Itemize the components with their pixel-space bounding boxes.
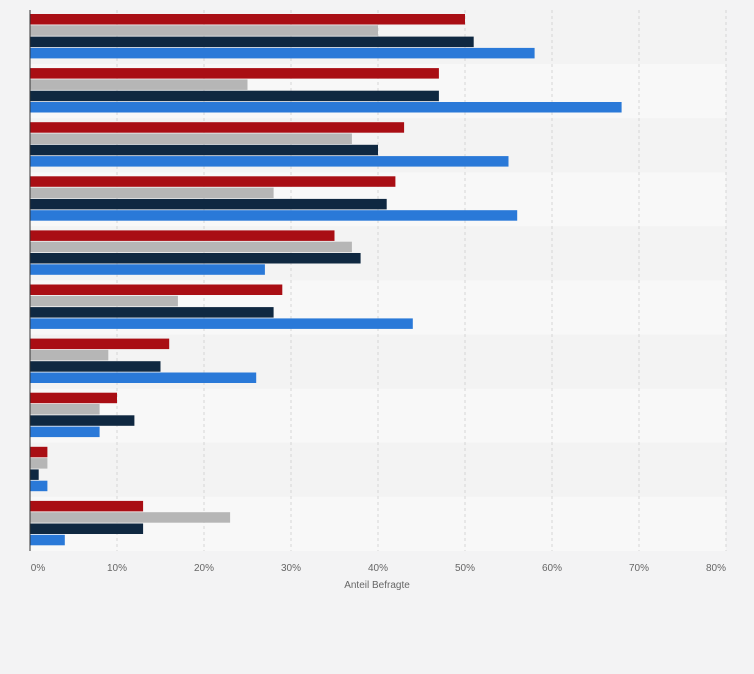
bar xyxy=(30,79,248,90)
bar xyxy=(30,284,283,295)
bar xyxy=(30,102,622,113)
x-tick-label: 50% xyxy=(455,563,475,574)
bar xyxy=(30,426,100,438)
bar xyxy=(30,392,117,404)
bar xyxy=(30,25,378,36)
bar xyxy=(30,210,518,221)
bar xyxy=(30,295,178,307)
x-tick-label: 30% xyxy=(281,563,301,574)
x-tick-label: 70% xyxy=(629,563,649,574)
bar xyxy=(30,318,413,329)
x-tick-label: 80% xyxy=(706,563,726,574)
bar xyxy=(30,349,109,361)
bar xyxy=(30,404,100,415)
bar xyxy=(30,480,48,492)
bar xyxy=(30,144,378,156)
bar xyxy=(30,307,274,318)
bar xyxy=(30,198,387,210)
bar xyxy=(30,230,335,241)
bar xyxy=(30,446,48,458)
bar xyxy=(30,187,274,199)
bar xyxy=(30,415,135,426)
x-axis-title: Anteil Befragte xyxy=(344,580,410,591)
bar xyxy=(30,458,48,469)
x-tick-label: 60% xyxy=(542,563,562,574)
row-band xyxy=(30,442,726,497)
row-band xyxy=(30,496,726,551)
bar xyxy=(30,122,405,133)
x-tick-label: 0% xyxy=(31,563,46,574)
bar xyxy=(30,372,257,383)
bar xyxy=(30,534,65,546)
bar xyxy=(30,469,39,480)
bar xyxy=(30,90,439,102)
bar xyxy=(30,176,396,187)
x-tick-label: 10% xyxy=(107,563,127,574)
bar xyxy=(30,14,465,25)
bar xyxy=(30,361,161,372)
bar xyxy=(30,36,474,48)
bar xyxy=(30,47,535,59)
bar xyxy=(30,156,509,167)
bar xyxy=(30,264,265,275)
bar xyxy=(30,338,170,350)
bar xyxy=(30,133,352,144)
bar xyxy=(30,500,144,512)
x-tick-label: 40% xyxy=(368,563,388,574)
bar xyxy=(30,512,231,523)
x-tick-label: 20% xyxy=(194,563,214,574)
bar xyxy=(30,68,439,79)
bar xyxy=(30,241,352,253)
bar xyxy=(30,523,144,534)
bar xyxy=(30,253,361,264)
row-band xyxy=(30,388,726,443)
